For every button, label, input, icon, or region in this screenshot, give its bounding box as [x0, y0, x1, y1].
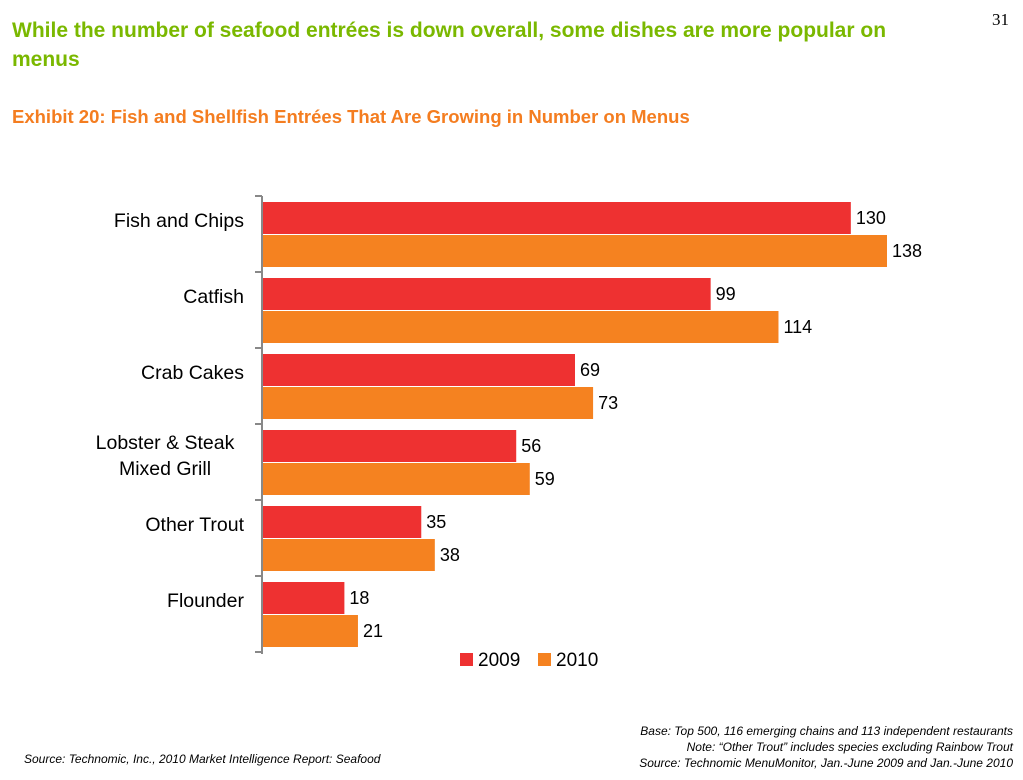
- bar-2009: [263, 430, 517, 462]
- category-label: Catfish: [183, 286, 244, 308]
- data-label: 18: [349, 588, 369, 608]
- base-note: Base: Top 500, 116 emerging chains and 1…: [640, 724, 1013, 738]
- legend-swatch-2010: [538, 653, 551, 666]
- bar-2009: [263, 354, 575, 386]
- bar-2009: [263, 202, 851, 234]
- bar-2009: [263, 506, 422, 538]
- category-label: Crab Cakes: [141, 362, 244, 384]
- data-label: 21: [363, 621, 383, 641]
- category-label: Fish and Chips: [114, 210, 244, 232]
- category-label: Other Trout: [145, 514, 244, 536]
- data-label: 56: [521, 436, 541, 456]
- data-label: 130: [856, 208, 886, 228]
- chart-bars: [263, 202, 887, 647]
- chart-labels: 130 138 Fish and Chips 99 114 Catfish 69 73 Crab…: [96, 208, 922, 641]
- category-label-line: Mixed Grill: [119, 458, 211, 480]
- source-note-left: Source: Technomic, Inc., 2010 Market Int…: [24, 752, 381, 766]
- legend-swatch-2009: [460, 653, 473, 666]
- bar-2010: [263, 539, 435, 571]
- footnotes: Base: Top 500, 116 emerging chains and 1…: [639, 723, 1013, 771]
- data-label: 73: [598, 393, 618, 413]
- category-label-line: Catfish: [183, 286, 244, 308]
- page-headline: While the number of seafood entrées is d…: [12, 19, 887, 71]
- data-label: 38: [440, 545, 460, 565]
- bar-chart: 130 138 Fish and Chips 99 114 Catfish 69 73 Crab…: [96, 195, 922, 671]
- source-note-right: Source: Technomic MenuMonitor, Jan.-June…: [639, 756, 1013, 770]
- data-label: 35: [426, 512, 446, 532]
- bar-2010: [263, 463, 530, 495]
- trout-note: Note: “Other Trout” includes species exc…: [686, 740, 1013, 754]
- legend-label: 2010: [556, 650, 598, 671]
- category-label-line: Fish and Chips: [114, 210, 244, 232]
- data-label: 69: [580, 360, 600, 380]
- data-label: 99: [716, 284, 736, 304]
- chart-legend: 2009 2010: [460, 650, 598, 671]
- data-label: 59: [535, 469, 555, 489]
- category-label: Lobster & Steak Mixed Grill: [96, 432, 235, 480]
- category-label-line: Flounder: [167, 590, 244, 612]
- page-number: 31: [992, 10, 1009, 29]
- legend-label: 2009: [478, 650, 520, 671]
- exhibit-title: Exhibit 20: Fish and Shellfish Entrées T…: [12, 106, 690, 127]
- category-label: Flounder: [167, 590, 244, 612]
- bar-2010: [263, 615, 358, 647]
- chart-axis: [255, 195, 263, 654]
- bar-2010: [263, 387, 594, 419]
- bar-2010: [263, 235, 887, 267]
- category-label-line: Lobster & Steak: [96, 432, 235, 454]
- data-label: 114: [783, 317, 812, 337]
- bar-2009: [263, 582, 345, 614]
- data-label: 138: [892, 241, 922, 261]
- category-label-line: Other Trout: [145, 514, 244, 536]
- bar-2009: [263, 278, 711, 310]
- category-label-line: Crab Cakes: [141, 362, 244, 384]
- bar-2010: [263, 311, 779, 343]
